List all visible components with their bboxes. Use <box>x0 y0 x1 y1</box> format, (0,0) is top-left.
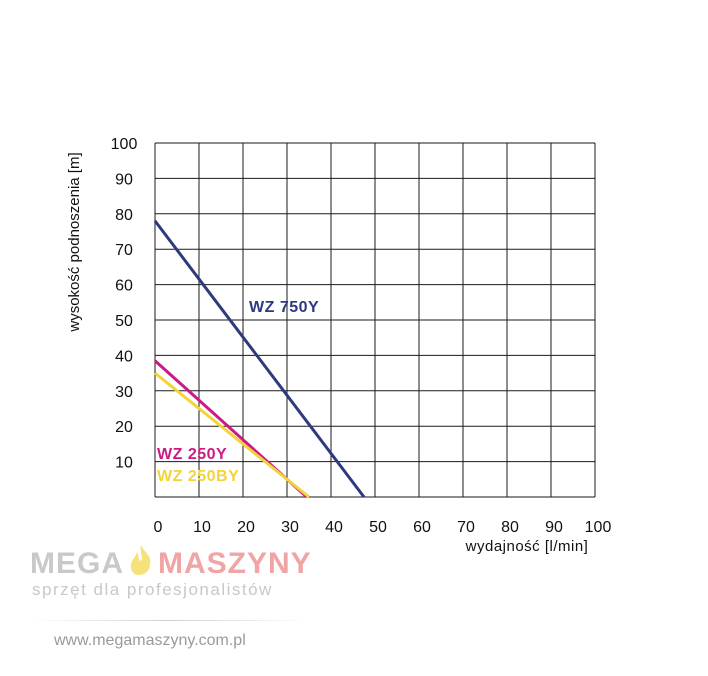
x-tick-label: 40 <box>325 519 343 536</box>
x-tick-label: 80 <box>501 519 519 536</box>
x-tick-label: 50 <box>369 519 387 536</box>
x-tick-label: 90 <box>545 519 563 536</box>
chart-series <box>153 219 366 499</box>
y-axis-label: wysokość podnoszenia [m] <box>66 152 83 332</box>
y-tick-label: 10 <box>115 455 133 472</box>
x-tick-label: 60 <box>413 519 431 536</box>
series-label-wz-250y: WZ 250Y <box>157 446 227 463</box>
series-line-wz-250by <box>154 371 310 499</box>
x-axis-label: wydajność [l/min] <box>465 538 589 555</box>
y-tick-label: 60 <box>115 278 133 295</box>
x-tick-label: 20 <box>237 519 255 536</box>
y-tick-label: 70 <box>115 242 133 259</box>
series-labels: WZ 750Y WZ 250Y WZ 250BY <box>157 299 319 485</box>
series-line-wz-750y <box>153 219 366 498</box>
y-tick-label: 40 <box>115 348 133 365</box>
x-axis-ticks: 0 10 20 30 40 50 60 70 80 90 100 <box>154 519 612 536</box>
y-tick-label: 50 <box>115 313 133 330</box>
x-tick-label: 10 <box>193 519 211 536</box>
series-label-wz-750y: WZ 750Y <box>249 299 319 316</box>
y-axis-ticks: 10 20 30 40 50 60 70 80 90 100 <box>111 136 138 472</box>
x-tick-label: 30 <box>281 519 299 536</box>
y-tick-label: 20 <box>115 419 133 436</box>
y-tick-label: 100 <box>111 136 138 153</box>
y-tick-label: 80 <box>115 207 133 224</box>
y-tick-label: 30 <box>115 384 133 401</box>
series-label-wz-250by: WZ 250BY <box>157 468 239 485</box>
x-tick-label: 70 <box>457 519 475 536</box>
x-tick-label: 0 <box>154 519 163 536</box>
y-tick-label: 90 <box>115 171 133 188</box>
chart-grid <box>154 142 596 498</box>
x-tick-label: 100 <box>585 519 612 536</box>
